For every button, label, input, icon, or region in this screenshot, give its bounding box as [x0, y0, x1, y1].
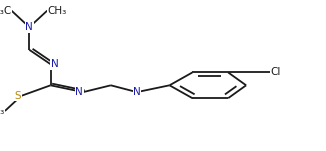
- Text: H₃C: H₃C: [0, 6, 11, 16]
- Text: N: N: [75, 87, 83, 97]
- Text: CH₃: CH₃: [47, 6, 67, 16]
- Text: CH₃: CH₃: [0, 106, 5, 116]
- Text: N: N: [51, 59, 58, 69]
- Text: Cl: Cl: [271, 67, 281, 77]
- Text: S: S: [15, 91, 21, 101]
- Text: N: N: [25, 22, 33, 32]
- Text: N: N: [133, 87, 141, 97]
